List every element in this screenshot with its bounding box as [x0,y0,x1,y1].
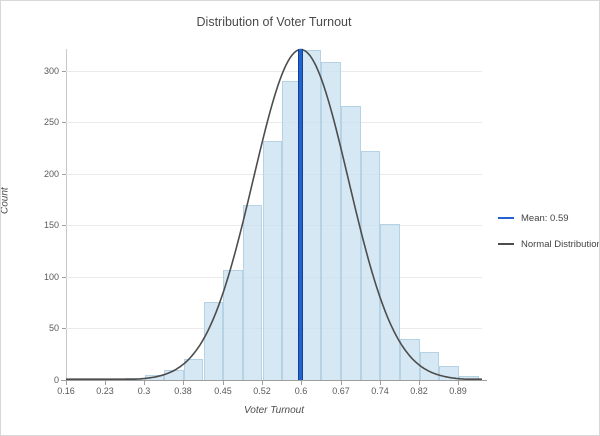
normal-curve-swatch [498,243,514,245]
histogram-bar [341,106,361,380]
x-axis-tick-label: 0.82 [410,386,428,396]
chart-title: Distribution of Voter Turnout [196,15,352,29]
y-axis-tick [62,277,66,278]
x-axis-tick-label: 0.38 [174,386,192,396]
x-axis-tick-label: 0.67 [332,386,350,396]
mean-line-swatch [498,217,514,219]
histogram-bar [183,359,204,380]
histogram-bar [223,269,243,380]
x-axis-tick-label: 0.16 [57,386,75,396]
y-axis-tick-label: 150 [43,220,59,230]
x-axis-tick [262,381,263,385]
y-axis-tick [62,380,66,381]
y-axis-tick-label: 0 [53,375,59,385]
x-axis-tick [183,381,184,385]
legend: Mean: 0.59 Normal Distribution [498,212,600,265]
legend-item-normal: Normal Distribution [498,238,600,250]
x-axis-tick [341,381,342,385]
histogram-bar [203,301,224,380]
y-axis-tick [62,328,66,329]
y-axis-tick-label: 200 [43,169,59,179]
y-axis-tick-label: 300 [43,66,59,76]
x-axis-tick-label: 0.52 [253,386,271,396]
legend-item-mean: Mean: 0.59 [498,212,599,224]
x-axis-tick [105,381,106,385]
x-axis-tick [144,381,145,385]
x-axis-tick-label: 0.74 [371,386,389,396]
y-axis-tick-label: 250 [43,117,59,127]
x-axis-tick [380,381,381,385]
y-axis-tick [62,122,66,123]
legend-label-mean: Mean: 0.59 [521,212,569,224]
histogram-bar [242,205,263,380]
x-axis-tick [458,381,459,385]
x-axis-tick-label: 0.3 [137,386,151,396]
y-axis-title: Count [0,187,11,214]
x-axis-tick-label: 0.23 [96,386,114,396]
y-axis-tick [62,174,66,175]
plot-area [66,48,482,380]
y-axis-tick-label: 50 [48,323,59,333]
y-axis-line [66,49,67,380]
x-axis-tick-label: 0.89 [449,386,467,396]
normal-distribution-curve [66,48,482,380]
histogram-bar [459,375,479,380]
y-axis-tick [62,71,66,72]
legend-label-normal: Normal Distribution [521,238,600,250]
x-axis-tick [301,381,302,385]
x-axis-tick-label: 0.45 [214,386,232,396]
x-axis-title: Voter Turnout [243,405,305,416]
x-axis-tick [223,381,224,385]
mean-line [298,49,304,380]
y-axis-tick-label: 100 [43,272,59,282]
gridline [66,71,482,72]
x-axis-tick-label: 0.6 [294,386,308,396]
x-axis-tick [66,381,67,385]
histogram-bar [321,61,341,380]
y-axis-tick [62,225,66,226]
x-axis-tick [419,381,420,385]
gridline [66,122,482,123]
x-axis-line [61,380,487,381]
histogram-bar [262,141,283,380]
